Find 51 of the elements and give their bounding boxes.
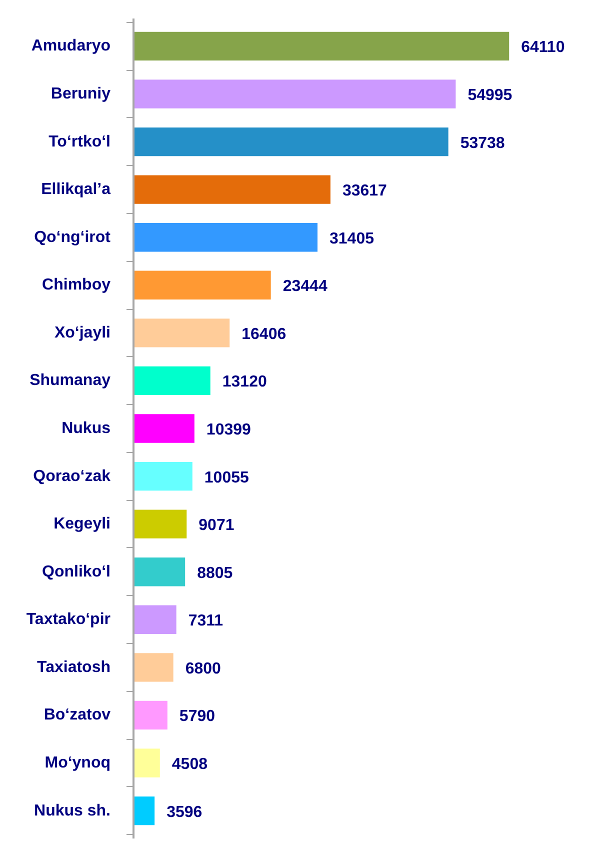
data-label: 53738	[460, 134, 505, 152]
y-tick-label: Ellikqal’a	[41, 181, 111, 198]
y-tick-label: Xo‘jayli	[54, 324, 111, 342]
bar	[134, 32, 510, 61]
data-label: 16406	[242, 326, 286, 343]
bar	[134, 605, 176, 634]
data-label: 3596	[166, 804, 202, 821]
bar	[134, 366, 210, 396]
y-tick-label: Mo‘ynoq	[44, 754, 110, 772]
y-tick-label: Taxiatosh	[37, 658, 110, 676]
data-label: 6800	[185, 660, 222, 678]
data-label: 7311	[188, 612, 224, 630]
data-label: 9071	[198, 517, 234, 534]
bar	[134, 223, 318, 252]
data-label: 13120	[222, 374, 267, 391]
data-label: 23444	[282, 278, 328, 296]
bar	[134, 175, 330, 204]
data-label: 10055	[204, 469, 250, 486]
bar	[134, 462, 192, 491]
y-tick-label: Beruniy	[50, 86, 111, 102]
bar	[134, 80, 456, 108]
data-label: 5790	[179, 708, 216, 726]
data-label: 4508	[172, 756, 208, 773]
y-tick-label: Qonliko‘l	[42, 563, 111, 580]
y-tick-label: Chimboy	[42, 276, 111, 294]
y-tick-label: Qo‘ng‘irot	[34, 228, 112, 246]
bar	[134, 127, 448, 156]
y-tick-label: Bo‘zatov	[44, 706, 111, 724]
bar	[134, 414, 194, 443]
y-tick-label: Amudaryo	[31, 38, 111, 55]
data-label: 64110	[521, 39, 565, 56]
bar	[134, 510, 187, 538]
y-tick-label: Taxtako‘pir	[26, 611, 110, 628]
y-tick-label: Nukus	[62, 420, 111, 437]
data-label: 8805	[197, 564, 233, 582]
bar	[134, 318, 230, 348]
bar	[134, 653, 174, 682]
y-tick-label: To‘rtko‘l	[48, 133, 110, 150]
data-label: 10399	[206, 422, 252, 438]
bar	[134, 748, 160, 778]
bar	[134, 796, 155, 826]
data-label: 31405	[329, 230, 374, 248]
bar	[134, 558, 186, 586]
y-tick-label: Shumanay	[30, 372, 111, 390]
y-tick-label: Qorao‘zak	[33, 468, 111, 485]
bar	[134, 700, 168, 730]
data-label: 54995	[468, 87, 512, 104]
y-tick-label: Nukus sh.	[34, 802, 111, 820]
bar	[134, 270, 271, 300]
data-label: 33617	[342, 182, 388, 200]
y-tick-label: Kegeyli	[54, 516, 111, 533]
